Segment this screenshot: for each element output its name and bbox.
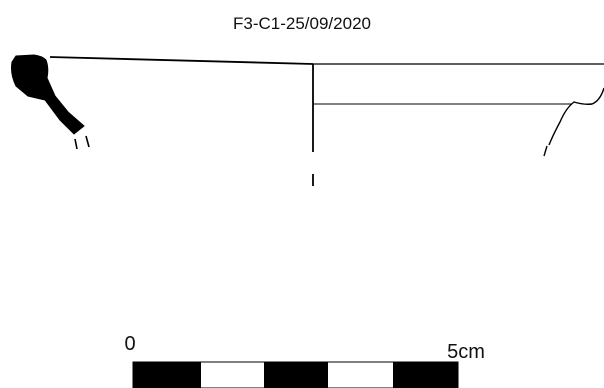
right-exterior-profile <box>548 87 604 146</box>
left-break-tick-1 <box>74 138 78 150</box>
scale-segment-1 <box>133 362 201 388</box>
scale-segment-5 <box>393 362 458 388</box>
scale-segment-3 <box>264 362 328 388</box>
scale-bar <box>132 361 459 388</box>
right-break-tick <box>543 145 548 157</box>
scale-end-label: 5cm <box>447 341 485 363</box>
rim-top-line <box>49 56 314 65</box>
scale-start-label: 0 <box>124 333 135 355</box>
sample-label: F3-C1-25/09/2020 <box>233 14 371 33</box>
rim-section-profile <box>11 54 85 135</box>
left-break-tick-2 <box>85 135 90 148</box>
